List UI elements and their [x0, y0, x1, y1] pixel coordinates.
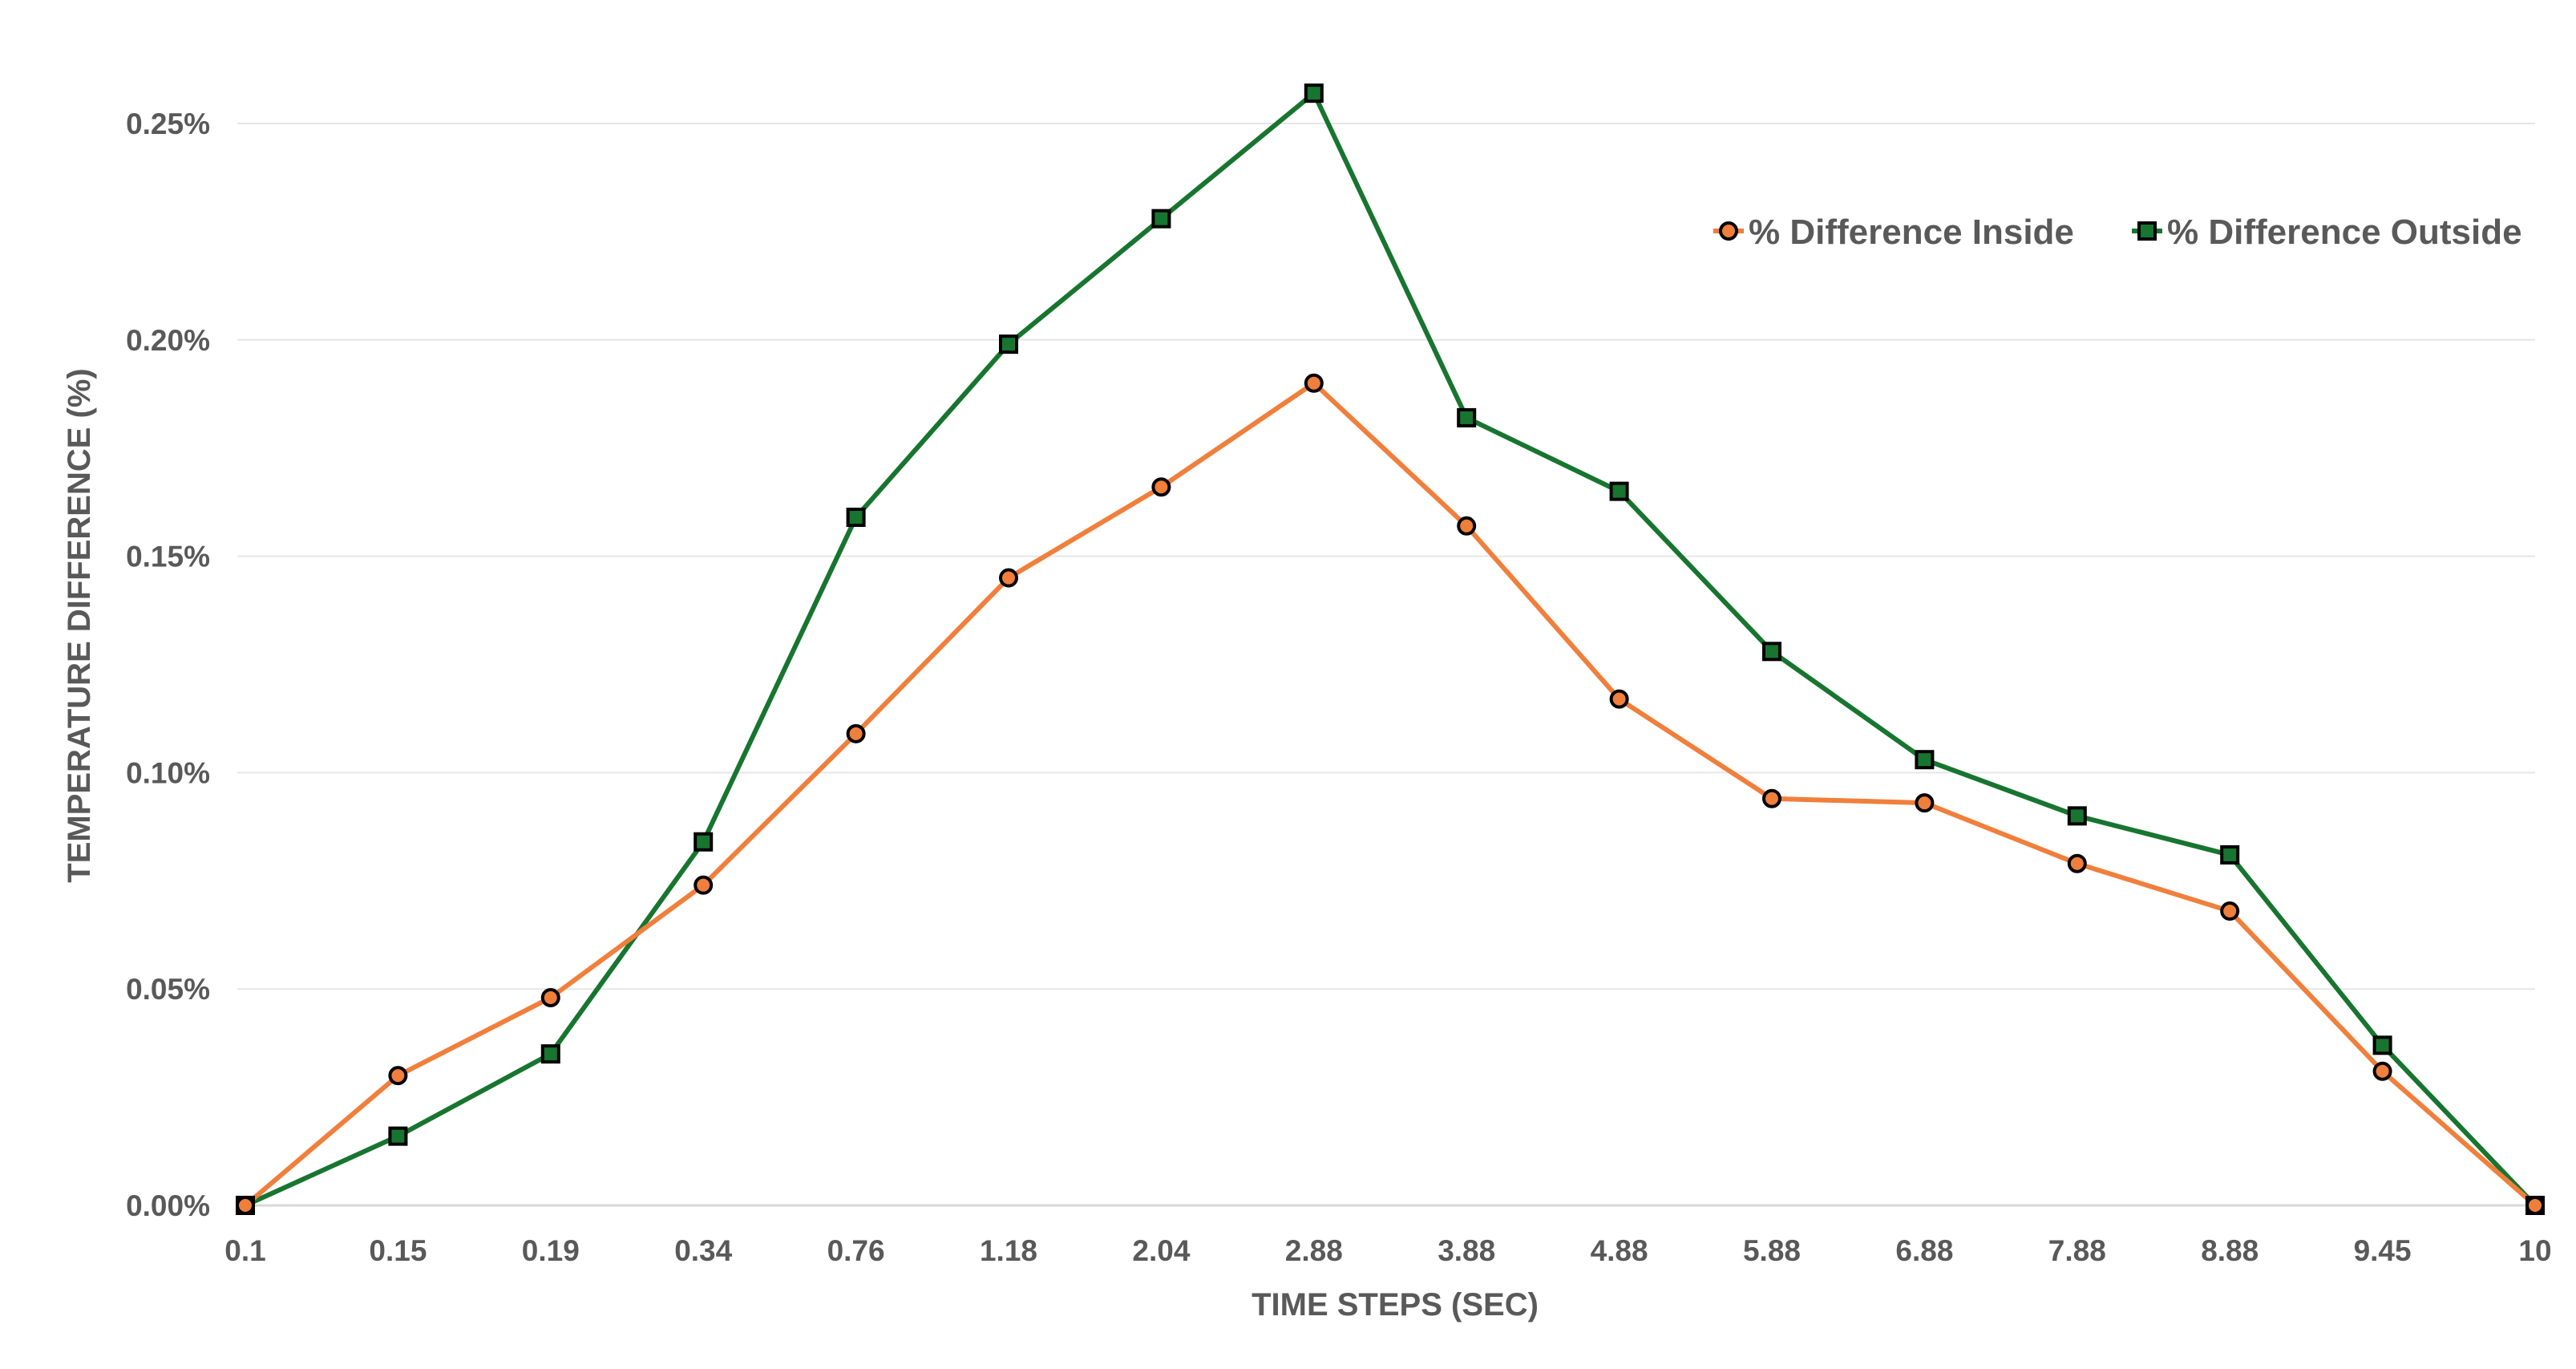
x-tick-label: 0.76: [827, 1234, 885, 1267]
legend-marker-outside: [2137, 221, 2157, 241]
data-point-outside: [1762, 642, 1781, 662]
series-line-inside: [243, 380, 2538, 1208]
series-line-outside: [243, 91, 2538, 1208]
data-point-outside: [694, 832, 714, 852]
data-point-inside: [1915, 793, 1935, 813]
data-point-inside: [388, 1066, 408, 1086]
data-point-inside: [1609, 689, 1629, 709]
data-point-outside: [2372, 1035, 2392, 1055]
x-tick-label: 1.18: [980, 1234, 1037, 1267]
data-point-inside: [1304, 373, 1324, 393]
data-point-outside: [388, 1126, 408, 1146]
gridlines: [237, 122, 2535, 1207]
data-point-inside: [2067, 853, 2087, 873]
data-point-outside: [999, 334, 1018, 354]
data-point-outside: [1457, 407, 1477, 427]
x-tick-label: 2.88: [1285, 1234, 1343, 1267]
legend-marker-inside: [1719, 221, 1738, 241]
data-point-inside: [236, 1196, 255, 1215]
y-tick-label: 0.20%: [126, 324, 210, 357]
data-point-outside: [1151, 209, 1171, 229]
legend-label-inside: % Difference Inside: [1749, 213, 2074, 252]
y-tick-label: 0.25%: [126, 107, 210, 140]
legend-label-outside: % Difference Outside: [2167, 213, 2522, 252]
data-point-inside: [540, 987, 560, 1007]
data-point-inside: [1762, 788, 1781, 808]
data-point-inside: [694, 875, 714, 895]
data-point-outside: [540, 1044, 560, 1064]
data-point-inside: [846, 723, 866, 743]
y-tick-label: 0.15%: [126, 541, 210, 573]
data-point-outside: [2220, 844, 2240, 865]
y-tick-label: 0.05%: [126, 973, 210, 1006]
data-point-outside: [1915, 750, 1935, 770]
x-tick-label: 2.04: [1132, 1234, 1190, 1267]
x-tick-label: 10: [2518, 1234, 2551, 1267]
y-tick-label: 0.10%: [126, 756, 210, 789]
data-point-inside: [1457, 516, 1477, 536]
x-tick-label: 3.88: [1438, 1234, 1495, 1267]
series-group: [236, 83, 2545, 1215]
legend: % Difference Inside % Difference Outside: [1713, 213, 2522, 252]
y-tick-label: 0.00%: [126, 1189, 210, 1222]
x-tick-label: 9.45: [2354, 1234, 2412, 1267]
data-point-outside: [846, 508, 866, 528]
data-point-inside: [999, 568, 1018, 588]
x-tick-label: 0.19: [522, 1234, 580, 1267]
x-axis-title: TIME STEPS (SEC): [1252, 1287, 1539, 1322]
data-point-outside: [1609, 481, 1629, 501]
x-axis-ticks: 0.1 0.15 0.19 0.34 0.76 1.18 2.04 2.88 3.88 4.88 5…: [224, 1234, 2551, 1267]
data-point-outside: [1304, 83, 1324, 103]
x-tick-label: 7.88: [2048, 1234, 2106, 1267]
data-point-outside: [2067, 806, 2087, 826]
x-tick-label: 8.88: [2201, 1234, 2259, 1267]
x-tick-label: 5.88: [1743, 1234, 1801, 1267]
x-tick-label: 4.88: [1591, 1234, 1648, 1267]
y-axis-ticks: 0.00% 0.05% 0.10% 0.15% 0.20% 0.25%: [126, 107, 210, 1222]
y-axis-title: TEMPERATURE DIFFERENCE (%): [62, 368, 97, 882]
data-point-inside: [2525, 1196, 2545, 1215]
x-tick-label: 0.15: [369, 1234, 427, 1267]
x-tick-label: 0.1: [224, 1234, 265, 1267]
data-point-inside: [2220, 901, 2240, 921]
data-point-inside: [2372, 1061, 2392, 1081]
data-point-inside: [1151, 477, 1171, 497]
x-tick-label: 6.88: [1895, 1234, 1953, 1267]
x-tick-label: 0.34: [674, 1234, 732, 1267]
